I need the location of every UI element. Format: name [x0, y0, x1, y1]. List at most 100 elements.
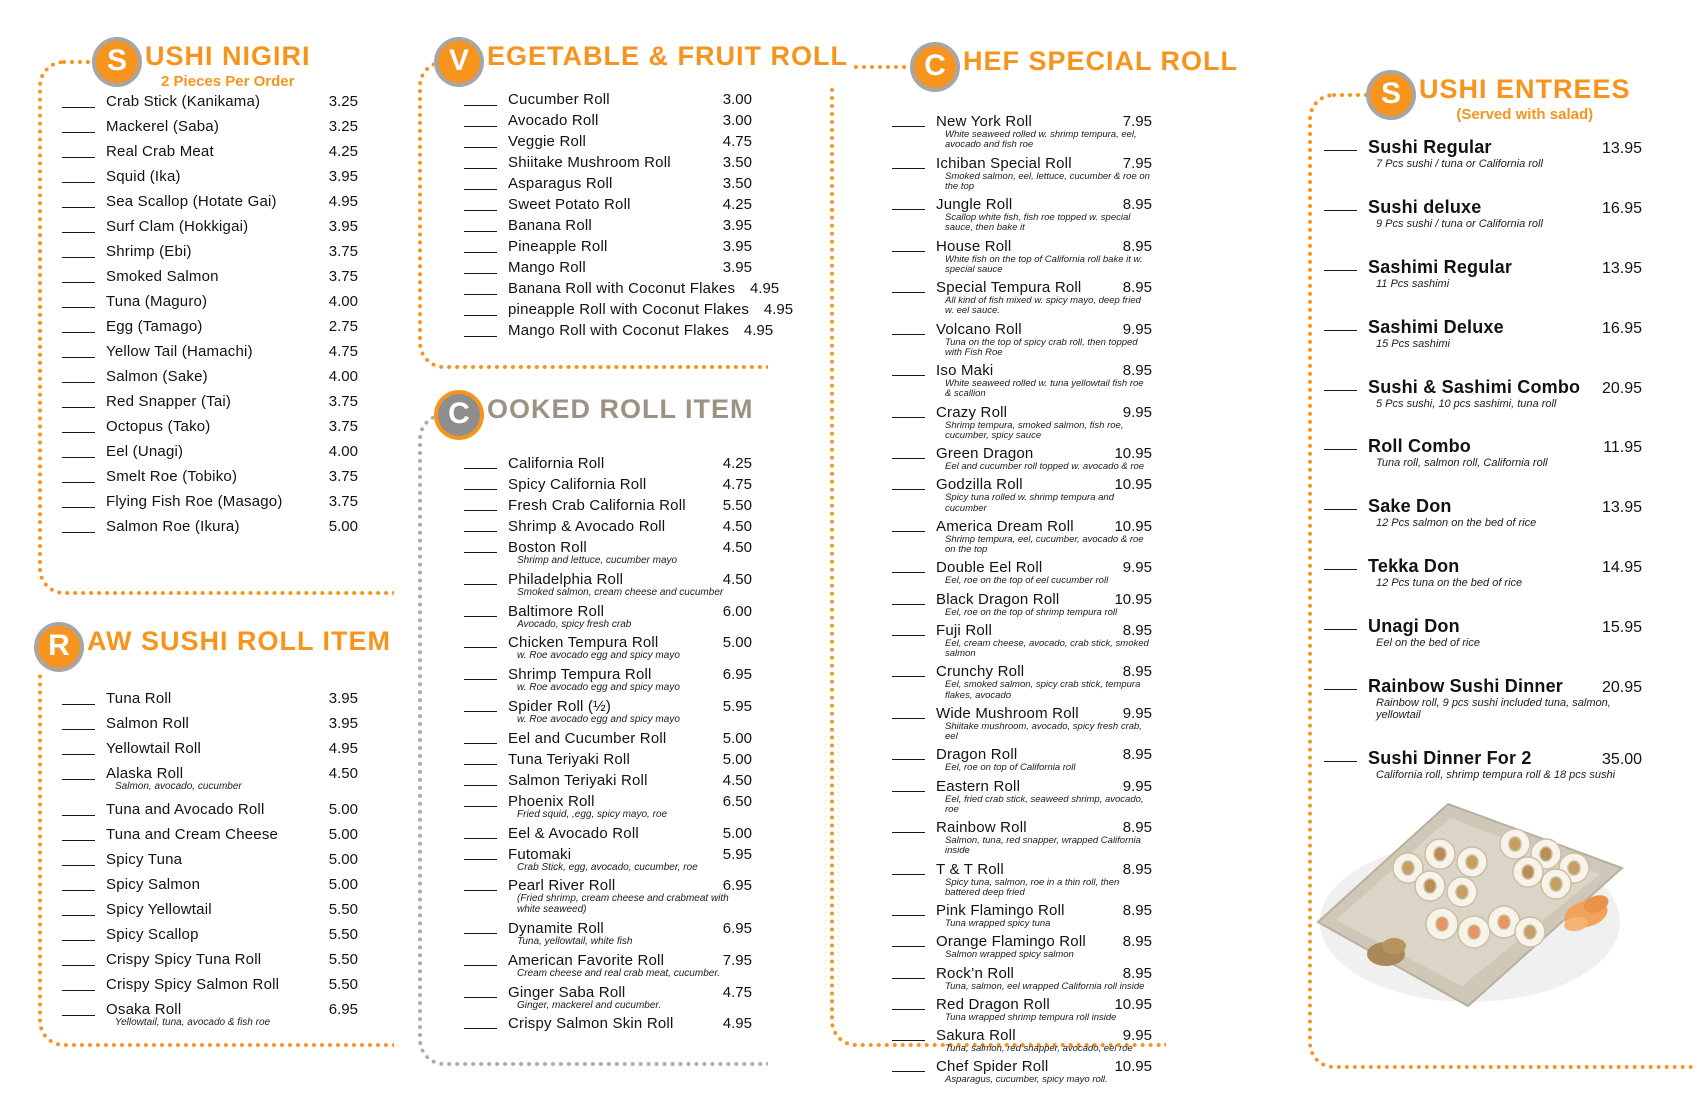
order-blank-line	[892, 591, 925, 605]
item-name: Sea Scallop (Hotate Gai)	[106, 193, 277, 210]
menu-item: Flying Fish Roe (Masago) 3.75	[62, 494, 358, 510]
order-blank-line	[1324, 137, 1357, 151]
item-price: 13.95	[1601, 499, 1642, 517]
item-price: 20.95	[1601, 678, 1642, 696]
menu-item: Tuna and Avocado Roll 5.00	[62, 801, 358, 818]
item-price: 5.00	[328, 825, 358, 843]
order-blank-line	[464, 281, 497, 295]
menu-item: Spider Roll (½) 5.95 w. Roe avocado egg an…	[464, 698, 752, 726]
item-description: Shrimp tempura, eel, cucumber, avocado &…	[945, 533, 1144, 555]
order-blank-line	[892, 663, 925, 678]
order-blank-line	[892, 155, 925, 169]
item-description: Ginger, mackerel and cucumber.	[517, 999, 662, 1011]
item-price: 4.95	[328, 740, 358, 757]
menu-item: Yellowtail Roll 4.95	[62, 741, 358, 757]
order-blank-line	[464, 92, 497, 106]
item-name: Iso Maki	[936, 362, 994, 379]
item-name: Crispy Spicy Tuna Roll	[106, 950, 262, 968]
order-blank-line	[62, 444, 95, 458]
item-price: 10.95	[1114, 1058, 1152, 1076]
item-description: Smoked salmon, eel, lettuce, cucumber & …	[945, 170, 1150, 192]
order-blank-line	[892, 746, 925, 761]
menu-item: Spicy Scallop 5.50	[62, 925, 358, 943]
item-price: 3.95	[328, 715, 358, 732]
menu-item: Alaska Roll 4.50 Salmon, avocado, cucumber	[62, 766, 358, 793]
menu-item: Boston Roll 4.50 Shrimp and lettuce, cucum…	[464, 539, 752, 567]
order-blank-line	[62, 294, 95, 308]
menu-item: Eastern Roll 9.95 Eel, fried crab stick, s…	[892, 778, 1152, 816]
menu-item: Sashimi Regular 13.95 11 Pcs sashimi	[1324, 257, 1642, 291]
section-title: USHI NIGIRI	[145, 41, 311, 71]
item-price: 5.50	[722, 497, 752, 514]
item-price: 13.95	[1601, 259, 1642, 277]
item-price: 9.95	[1122, 403, 1152, 421]
item-price: 4.00	[328, 443, 358, 460]
item-name: Tuna and Cream Cheese	[106, 825, 279, 843]
menu-item: Eel & Avocado Roll 5.00	[464, 825, 752, 842]
item-price: 10.95	[1114, 517, 1152, 535]
item-price: 4.50	[722, 570, 752, 588]
menu-item: Smoked Salmon 3.75	[62, 269, 358, 285]
item-name: Phoenix Roll	[508, 792, 595, 810]
item-price: 2.75	[328, 318, 358, 335]
item-price: 4.25	[722, 196, 752, 213]
item-description: Spicy tuna rolled w. shrimp tempura and …	[945, 492, 1114, 514]
menu-item: Spicy Yellowtail 5.50	[62, 901, 358, 918]
menu-item: Rock’n Roll 8.95 Tuna, salmon, eel wrapped…	[892, 965, 1152, 992]
item-price: 4.95	[722, 1015, 752, 1033]
item-description: Yellowtail, tuna, avocado & fish roe	[115, 1016, 271, 1028]
item-name: Real Crab Meat	[106, 143, 214, 160]
section-header: S USHI ENTREES (Served with salad)	[1366, 70, 1637, 123]
menu-item: Black Dragon Roll 10.95 Eel, roe on the to…	[892, 591, 1152, 618]
item-list: Cucumber Roll 3.00 Avocado Roll 3.00 Veggie …	[464, 91, 793, 339]
menu-item: Ginger Saba Roll 4.75 Ginger, mackerel and…	[464, 984, 752, 1012]
item-description: Smoked salmon, cream cheese and cucumber	[517, 586, 724, 598]
menu-item: Asparagus Roll 3.50	[464, 176, 752, 192]
order-blank-line	[464, 825, 497, 839]
menu-item: Tuna Teriyaki Roll 5.00	[464, 751, 752, 768]
item-list: Sushi Regular 13.95 7 Pcs sushi / tuna or …	[1324, 137, 1642, 782]
menu-item: Sushi Dinner For 2 35.00 California roll, …	[1324, 748, 1642, 782]
item-description: Eel, cream cheese, avocado, crab stick, …	[945, 637, 1149, 659]
item-name: Spicy Scallop	[106, 925, 199, 943]
item-name: Shiitake Mushroom Roll	[508, 154, 671, 171]
item-description: Rainbow roll, 9 pcs sushi included tuna,…	[1376, 696, 1611, 721]
item-description: All kind of fish mixed w. spicy mayo, de…	[945, 295, 1141, 317]
order-blank-line	[892, 321, 925, 335]
item-name: Special Tempura Roll	[936, 279, 1082, 296]
menu-item: Sakura Roll 9.95 Tuna, salmon, red snapper…	[892, 1027, 1152, 1054]
item-description: Eel, roe on the top of shrimp tempura ro…	[945, 606, 1118, 618]
menu-item: Crazy Roll 9.95 Shrimp tempura, smoked sal…	[892, 404, 1152, 442]
item-description: White fish on the top of California roll…	[945, 253, 1143, 275]
section-sushi-nigiri: S USHI NIGIRI 2 Pieces Per Order Crab St…	[38, 37, 396, 595]
badge-letter: V	[448, 44, 469, 77]
order-blank-line	[62, 244, 95, 258]
item-name: Yellowtail Roll	[106, 740, 201, 757]
item-price: 3.50	[722, 175, 752, 192]
item-price: 3.95	[328, 218, 358, 235]
order-blank-line	[464, 302, 497, 316]
item-name: Tekka Don	[1368, 556, 1460, 577]
menu-item: Jungle Roll 8.95 Scallop white fish, fish …	[892, 196, 1152, 234]
order-blank-line	[892, 518, 925, 532]
item-description: Eel, fried crab stick, seaweed shrimp, a…	[945, 793, 1144, 815]
menu-item: Fuji Roll 8.95 Eel, cream cheese, avocado,…	[892, 622, 1152, 660]
item-name: Crazy Roll	[936, 403, 1008, 421]
menu-item: Mackerel (Saba) 3.25	[62, 119, 358, 135]
item-description: Shrimp and lettuce, cucumber mayo	[517, 555, 678, 566]
item-name: New York Roll	[936, 113, 1032, 130]
order-blank-line	[464, 218, 497, 232]
item-name: Eel (Unagi)	[106, 443, 184, 460]
item-name: House Roll	[936, 237, 1012, 255]
order-blank-line	[464, 476, 497, 490]
menu-item: Baltimore Roll 6.00 Avocado, spicy fresh c…	[464, 603, 752, 631]
order-blank-line	[892, 622, 925, 636]
badge-letter: S	[106, 44, 127, 77]
item-price: 3.00	[722, 91, 752, 108]
item-price: 3.75	[328, 243, 358, 260]
section-header: C HEF SPECIAL ROLL	[910, 42, 1245, 92]
item-price: 5.50	[328, 950, 358, 968]
item-description: California roll, shrimp tempura roll & 1…	[1376, 768, 1616, 781]
order-blank-line	[1324, 496, 1357, 511]
